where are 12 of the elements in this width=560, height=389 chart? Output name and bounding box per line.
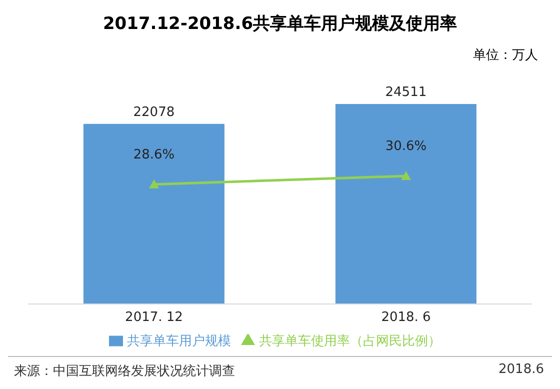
x-tick-label: 2017. 12 bbox=[125, 310, 183, 326]
text: 单位：万人 bbox=[473, 47, 538, 64]
x-tick-label: 2018. 6 bbox=[381, 310, 431, 326]
data-label: 30.6% bbox=[385, 139, 427, 154]
legend-label: 共享单车用户规模 bbox=[127, 334, 231, 349]
text: 2018.6 bbox=[498, 362, 544, 377]
legend-label: 共享单车使用率（占网民比例） bbox=[259, 334, 441, 349]
data-label: 28.6% bbox=[133, 147, 175, 162]
source-note: 来源：中国互联网络发展状况统计调查 bbox=[14, 363, 235, 380]
chart-title: 2017.12-2018.6共享单车用户规模及使用率 bbox=[102, 13, 458, 35]
data-label: 24511 bbox=[385, 85, 427, 100]
data-label: 22078 bbox=[133, 104, 175, 120]
